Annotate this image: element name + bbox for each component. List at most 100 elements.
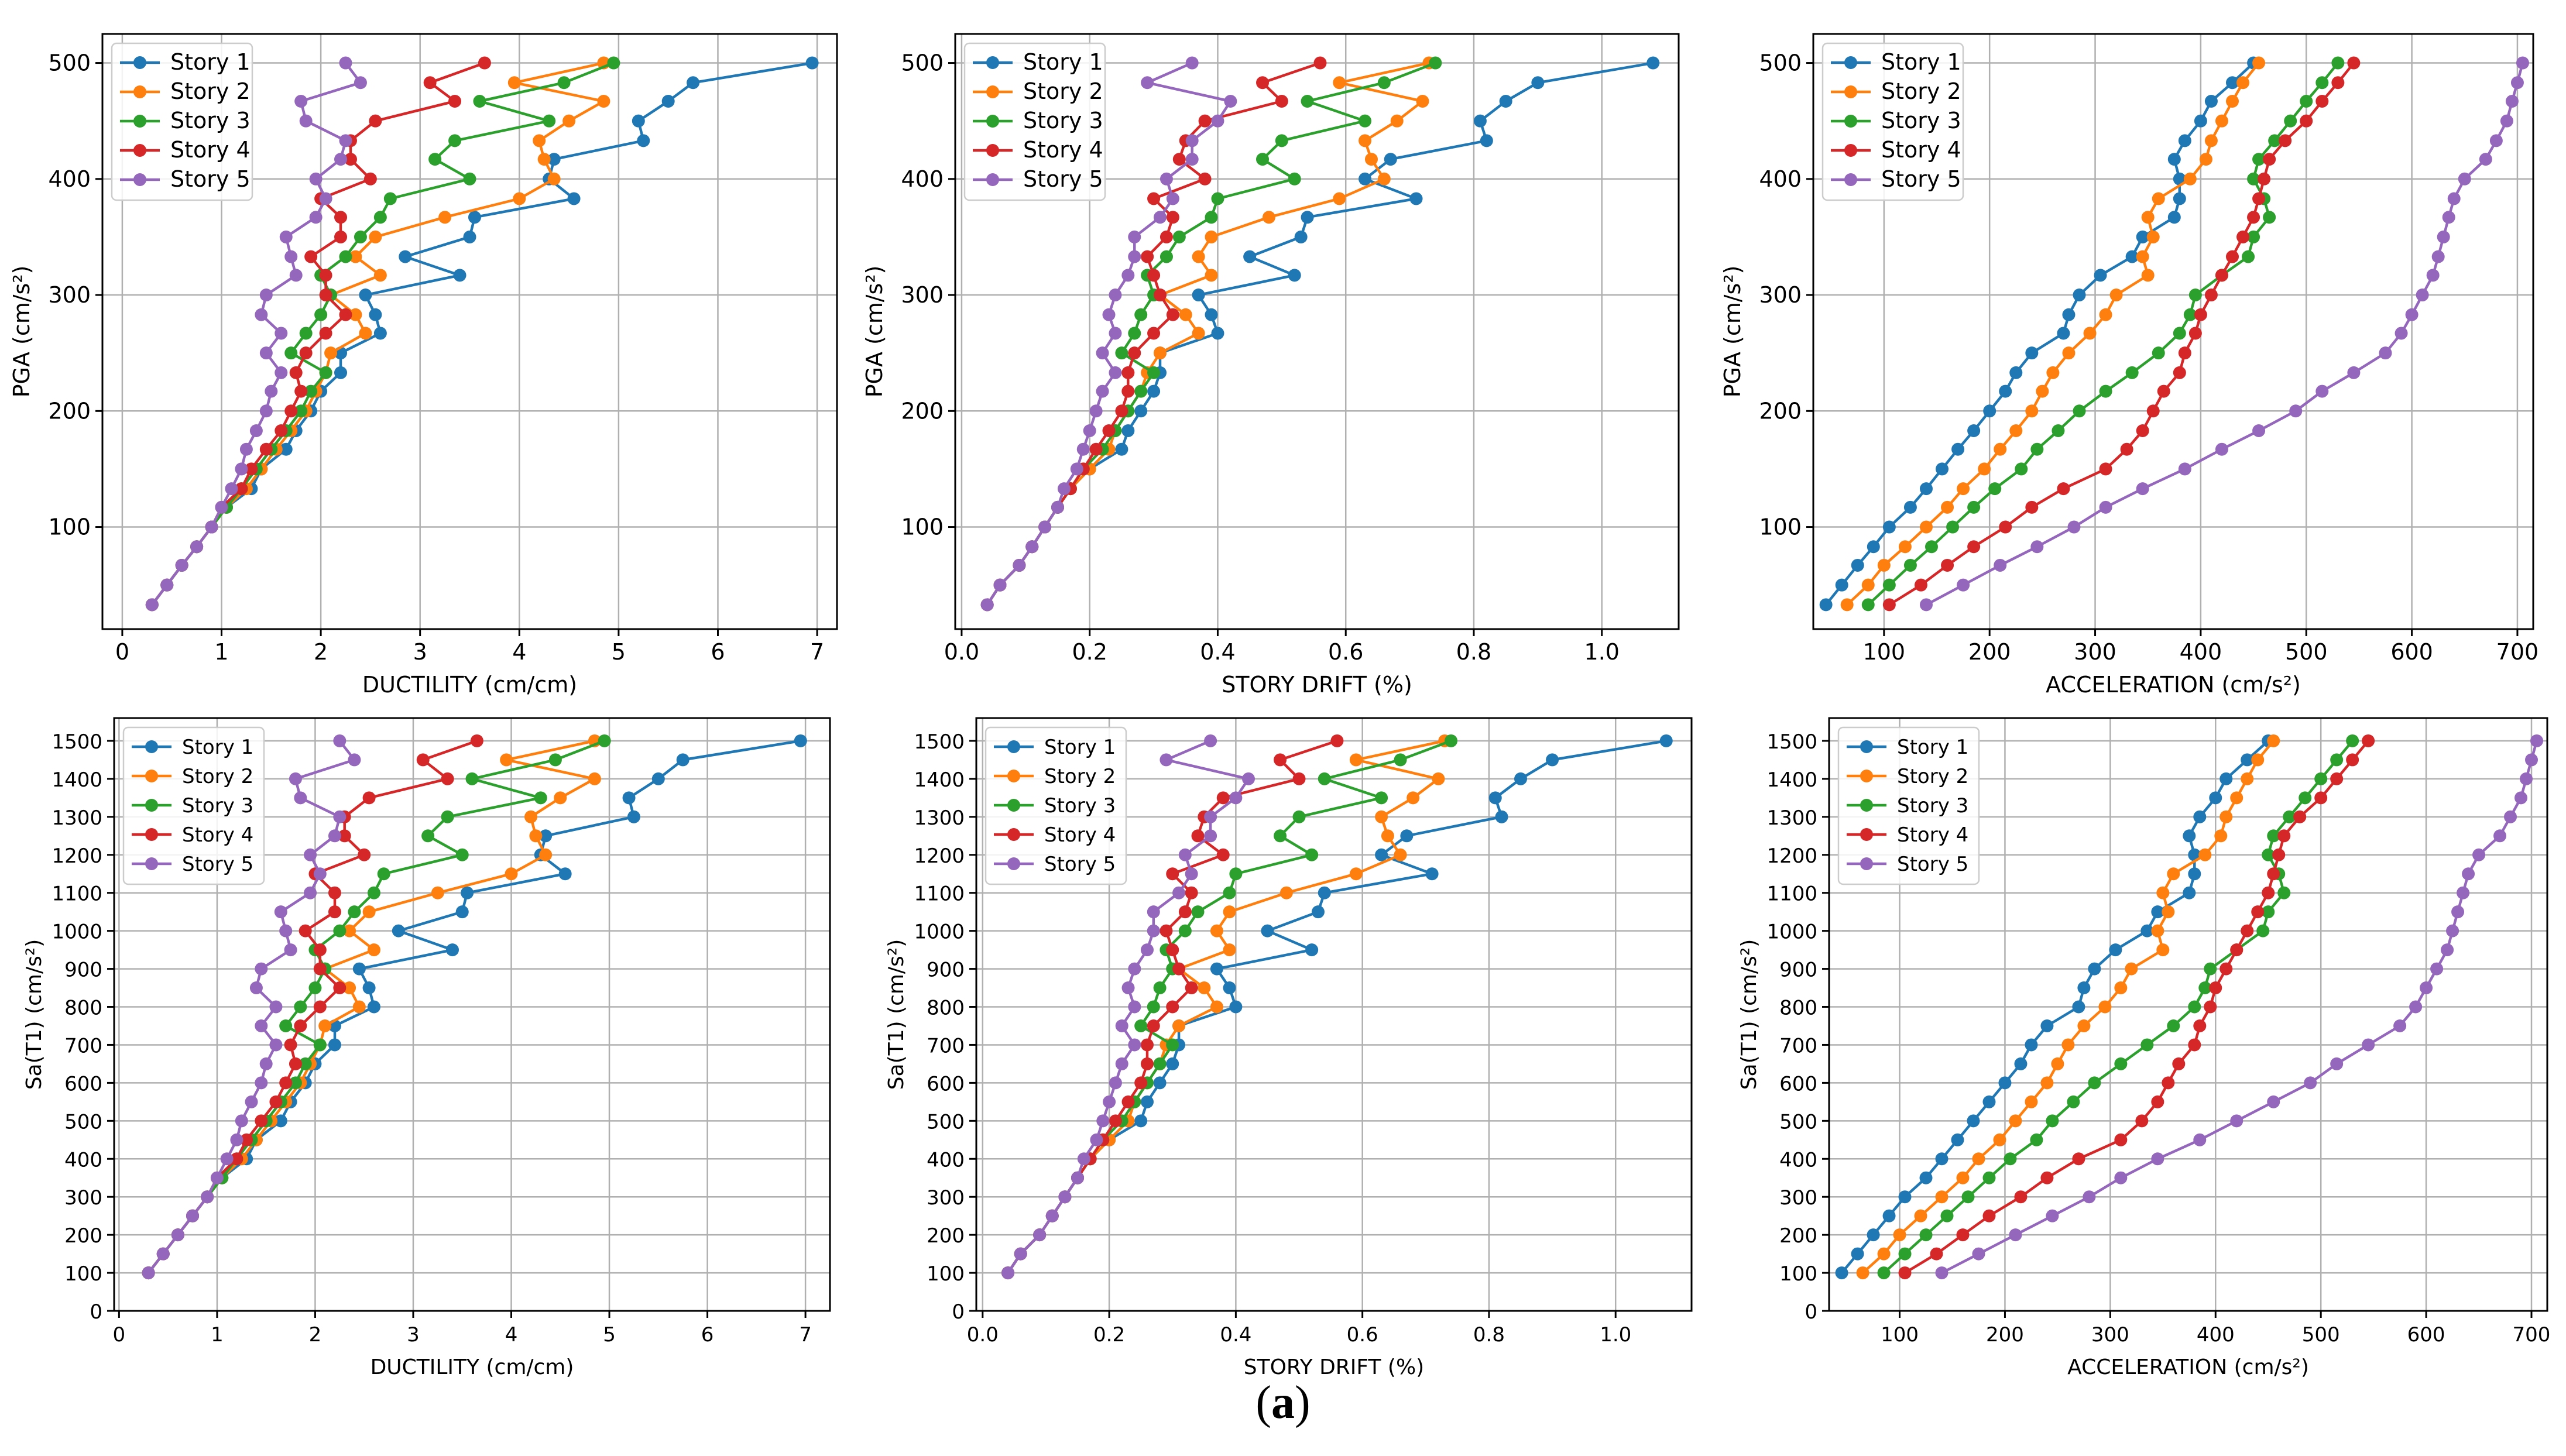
data-point (190, 540, 204, 554)
data-point (225, 482, 238, 496)
data-point (1262, 211, 1275, 224)
data-point (1147, 905, 1160, 919)
data-point (1192, 250, 1205, 263)
data-point (210, 1171, 224, 1184)
data-point (2025, 1095, 2038, 1108)
data-point (1919, 482, 1933, 496)
data-point (2167, 153, 2181, 166)
data-point (2283, 810, 2296, 823)
data-point (1001, 1266, 1015, 1280)
data-point (255, 1019, 268, 1032)
data-point (1333, 192, 1346, 205)
data-point (1128, 1000, 1141, 1014)
data-point (1882, 520, 1896, 534)
data-point (1877, 558, 1891, 572)
data-point (156, 1247, 170, 1261)
data-point (2194, 308, 2207, 321)
data-point (2077, 1019, 2091, 1032)
legend-marker (1007, 770, 1020, 782)
data-point (1179, 308, 1192, 321)
data-point (1134, 1076, 1148, 1090)
y-tick-label: 0 (90, 1300, 102, 1324)
legend-label: Story 3 (1044, 794, 1116, 818)
data-point (279, 442, 293, 456)
legend-label: Story 2 (1044, 765, 1116, 788)
data-point (507, 76, 521, 90)
data-point (2209, 981, 2222, 995)
data-point (2252, 192, 2266, 205)
data-point (367, 886, 380, 899)
data-point (308, 981, 322, 995)
data-point (513, 192, 526, 205)
data-point (1835, 1266, 1848, 1280)
legend-label: Story 5 (1897, 853, 1968, 876)
data-point (2193, 1133, 2207, 1146)
y-tick-label: 300 (64, 1186, 102, 1210)
data-point (2437, 230, 2450, 243)
data-point (1115, 1057, 1128, 1070)
data-point (279, 230, 293, 243)
data-point (2077, 981, 2091, 995)
data-point (1229, 867, 1243, 881)
data-point (2236, 230, 2250, 243)
data-point (2252, 56, 2266, 70)
data-point (245, 1095, 258, 1108)
data-point (1147, 269, 1161, 282)
data-point (1359, 114, 1372, 128)
data-point (1121, 981, 1135, 995)
data-point (2151, 924, 2164, 938)
data-point (230, 1152, 243, 1166)
legend-label: Story 1 (170, 49, 251, 75)
x-tick-label: 400 (2197, 1323, 2235, 1347)
data-point (2140, 1038, 2154, 1052)
data-point (2109, 943, 2122, 957)
data-point (1288, 269, 1301, 282)
x-tick-label: 300 (2074, 639, 2116, 665)
data-point (2330, 1057, 2344, 1070)
legend-label: Story 2 (170, 78, 251, 104)
data-point (2099, 308, 2112, 321)
data-point (1967, 500, 1981, 514)
data-point (2051, 1057, 2064, 1070)
data-point (334, 153, 348, 166)
data-point (1154, 211, 1167, 224)
data-point (284, 943, 297, 957)
y-tick-label: 400 (64, 1148, 102, 1172)
data-point (1128, 1038, 1141, 1052)
data-point (2299, 791, 2312, 805)
data-point (1301, 211, 1314, 224)
legend-label: Story 3 (1023, 108, 1103, 133)
data-point (1038, 520, 1052, 534)
data-point (2099, 384, 2112, 398)
data-point (2204, 962, 2217, 976)
data-point (220, 1152, 234, 1166)
data-point (2314, 772, 2328, 785)
data-point (1128, 230, 1141, 243)
data-point (344, 153, 357, 166)
data-point (468, 211, 481, 224)
data-point (2136, 250, 2149, 263)
data-point (1109, 327, 1122, 340)
y-tick-label: 400 (1779, 1148, 1817, 1172)
data-point (2279, 134, 2292, 147)
data-point (2241, 772, 2254, 785)
data-point (309, 172, 323, 186)
legend-marker (1844, 56, 1857, 69)
data-point (339, 308, 352, 321)
data-point (1185, 981, 1198, 995)
data-point (2152, 192, 2165, 205)
data-point (980, 598, 994, 612)
data-point (2405, 308, 2419, 321)
data-point (470, 734, 483, 747)
data-point (334, 230, 348, 243)
y-tick-label: 200 (927, 1224, 965, 1248)
data-point (2426, 269, 2440, 282)
data-point (1166, 867, 1179, 881)
legend-marker (986, 144, 999, 157)
data-point (2073, 289, 2086, 302)
data-point (500, 753, 513, 767)
data-point (2083, 1190, 2096, 1204)
data-point (304, 250, 318, 263)
y-tick-label: 200 (48, 398, 91, 424)
chart-panel-1: 0 1 2 3 4 5 6 7 100 200 300 400 500 DUCTILITY (cm/cm)… (9, 33, 838, 698)
